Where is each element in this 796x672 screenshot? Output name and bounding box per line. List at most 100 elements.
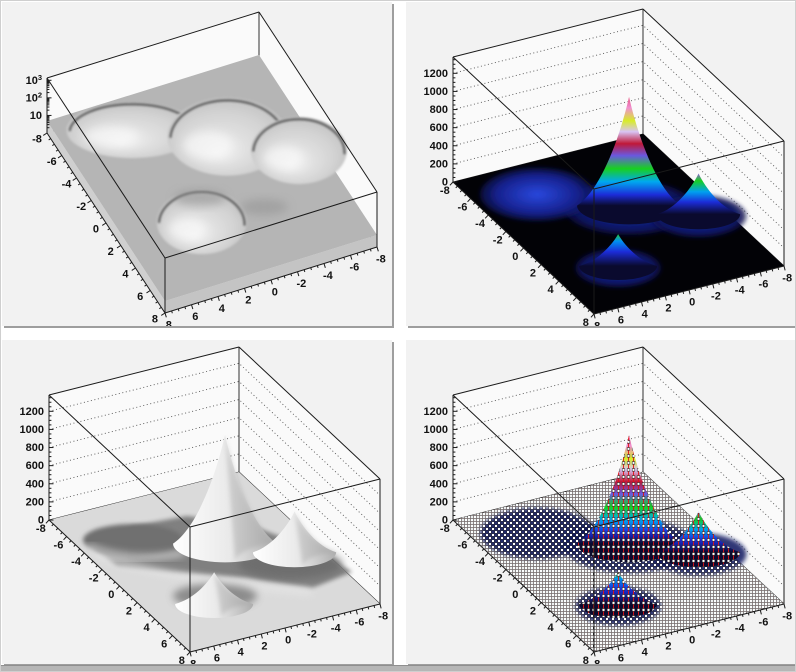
z-tick-label: 1200 [20,406,44,418]
pad-bottom-left[interactable]: -8-6-4-20246886420-2-4-6-802004006008001… [2,340,392,664]
x-tick-label: -2 [711,629,721,641]
surface [47,55,377,313]
z-tick-label: 1200 [424,406,448,418]
x-tick-label: 8 [594,321,600,326]
x-tick-label: -8 [782,273,792,285]
y-tick-label: 2 [108,246,114,258]
z-tick-label: 200 [26,496,44,508]
z-tick-label: 1000 [424,86,448,98]
y-tick-label: -2 [493,234,503,246]
y-tick-label: -4 [475,218,486,230]
y-tick-label: 8 [152,314,158,326]
x-tick-label: -2 [307,629,317,641]
z-tick-label: 400 [430,478,448,490]
y-tick-label: 2 [126,605,132,617]
y-tick-label: -4 [475,556,486,568]
x-tick-label: 4 [238,647,245,659]
z-tick-label: 200 [430,158,448,170]
y-tick-label: 6 [137,291,143,303]
canvas-bottom-bar [1,665,795,671]
x-tick-label: -8 [782,611,792,623]
pad-bottom-right[interactable]: -8-6-4-20246886420-2-4-6-802004006008001… [406,340,795,664]
x-tick-label: -4 [735,285,746,297]
x-tick-label: -6 [759,279,769,291]
axis-labels: -8-6-4-20246886420-2-4-6-802004006008001… [20,406,389,664]
y-tick-label: -8 [36,523,46,535]
z-tick-label: 0 [38,515,44,527]
x-tick-label: 8 [594,659,600,664]
box-walls [453,9,784,266]
surface-plot-color-levels: -8-6-4-20246886420-2-4-6-802004006008001… [406,2,795,326]
x-tick-label: -8 [376,253,386,265]
x-tick-label: 6 [618,315,624,326]
z-tick-label: 200 [430,496,448,508]
z-tick-label: 1200 [424,68,448,80]
y-tick-label: 4 [547,622,554,634]
x-tick-label: 8 [190,659,196,664]
y-tick-label: -2 [89,572,99,584]
x-tick-label: 0 [689,635,695,647]
y-tick-label: 0 [512,251,518,263]
y-tick-label: 6 [161,638,167,650]
x-tick-label: 4 [642,309,649,321]
z-tick-label: 103 [26,73,42,87]
x-tick-label: -2 [711,291,721,303]
z-tick-label: 600 [430,460,448,472]
y-tick-label: 4 [122,269,129,281]
surface-plot-gray-shaded: -8-6-4-20246886420-2-4-6-802004006008001… [2,340,392,664]
x-tick-label: 6 [618,653,624,664]
x-tick-label: 8 [166,319,172,326]
axis-ticks [42,79,379,318]
x-tick-label: -4 [323,270,334,282]
z-tick-label: 1000 [424,424,448,436]
surface [49,434,380,652]
x-tick-label: -4 [735,623,746,635]
y-tick-label: -8 [440,185,450,197]
z-tick-label: 1000 [20,424,44,436]
x-tick-label: 4 [642,647,649,659]
z-tick-label: 10 [30,110,42,122]
y-tick-label: 0 [108,589,114,601]
axis-labels: -8-6-4-20246886420-2-4-6-802004006008001… [424,406,793,664]
x-tick-label: -4 [331,623,342,635]
box-walls [49,347,380,604]
x-tick-label: 0 [272,286,278,298]
y-tick-label: -8 [32,134,42,146]
z-tick-label: 102 [26,90,42,104]
pad-top-right[interactable]: -8-6-4-20246886420-2-4-6-802004006008001… [406,2,795,326]
axis-labels: -8-6-4-20246886420-2-4-6-802004006008001… [424,68,793,326]
axis-ticks [449,397,786,657]
x-tick-label: 2 [665,303,671,315]
x-tick-label: -6 [349,262,359,274]
y-tick-label: -6 [47,156,57,168]
z-tick-label: 400 [26,478,44,490]
y-tick-label: 8 [583,655,589,664]
y-tick-label: -4 [71,556,82,568]
y-tick-label: -6 [458,201,468,213]
x-tick-label: 0 [689,297,695,309]
y-tick-label: -2 [76,201,86,213]
z-tick-label: 600 [430,122,448,134]
axis-ticks [449,59,786,319]
x-tick-label: 0 [285,635,291,647]
y-tick-label: 2 [530,605,536,617]
y-tick-label: -8 [440,523,450,535]
box-walls [453,347,784,604]
x-tick-label: -6 [759,617,769,629]
y-tick-label: 8 [583,317,589,326]
box-frame [452,8,785,315]
y-tick-label: 0 [93,224,99,236]
z-tick-label: 800 [430,104,448,116]
y-tick-label: -6 [458,539,468,551]
y-tick-label: -2 [493,572,503,584]
y-tick-label: 6 [565,638,571,650]
pad-top-left[interactable]: -8 -6 -4 -2 0 2 4 6 8 8 6 4 2 0 -2 -4 -6 -8 10 102 103 [2,2,392,326]
y-tick-label: 8 [179,655,185,664]
y-tick-label: -6 [54,539,64,551]
y-tick-label: 4 [547,284,554,296]
axis-ticks [45,397,382,657]
x-tick-label: -6 [355,617,365,629]
